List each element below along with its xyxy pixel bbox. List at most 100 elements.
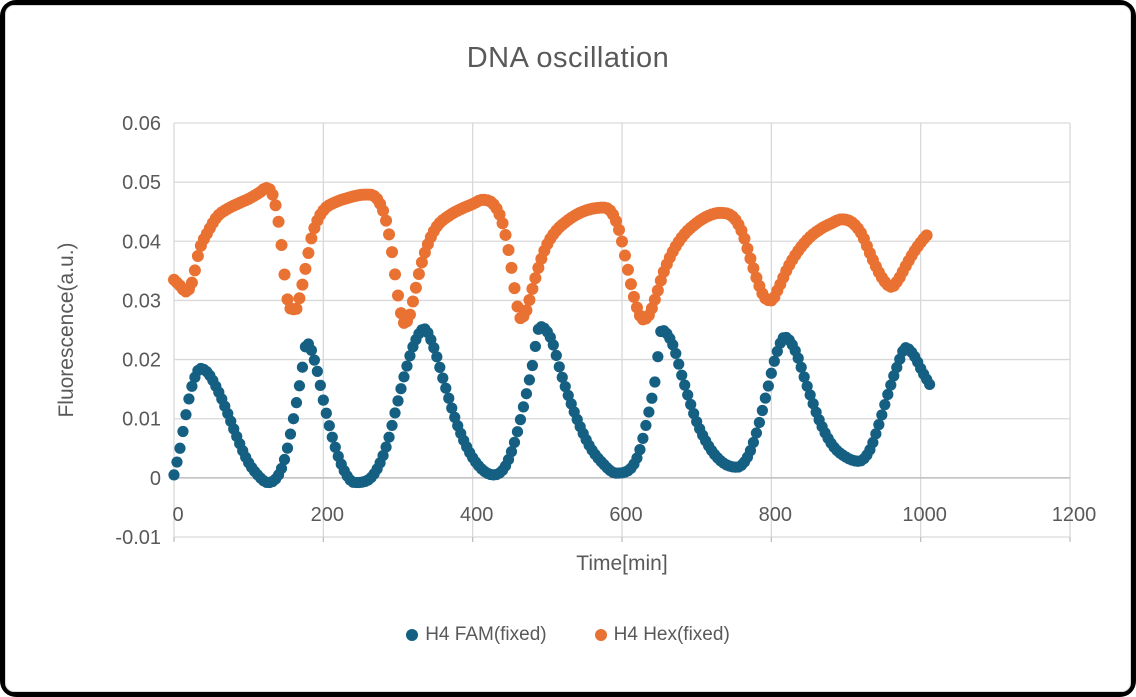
legend-item-label: H4 FAM(fixed) bbox=[425, 624, 547, 645]
data-point bbox=[673, 358, 685, 370]
data-point bbox=[792, 352, 804, 364]
axis-ticks bbox=[173, 537, 1071, 542]
data-point bbox=[631, 452, 643, 464]
data-point bbox=[293, 292, 306, 305]
data-point bbox=[505, 261, 518, 274]
series-h4-fam-fixed bbox=[168, 321, 936, 489]
x-tick-label: 200 bbox=[311, 504, 344, 526]
chart-area: DNA oscillation Fluorescence(a.u.) Time[… bbox=[5, 5, 1131, 692]
data-point bbox=[508, 282, 521, 295]
data-point bbox=[762, 380, 774, 392]
data-point bbox=[652, 351, 664, 363]
data-point bbox=[618, 249, 631, 262]
data-point bbox=[550, 349, 562, 362]
data-point bbox=[873, 419, 885, 431]
data-point bbox=[171, 456, 183, 468]
data-point bbox=[616, 235, 628, 248]
data-point bbox=[443, 392, 455, 404]
data-point bbox=[305, 344, 317, 356]
data-point bbox=[185, 276, 198, 289]
data-point bbox=[882, 388, 894, 401]
data-point bbox=[296, 361, 309, 373]
chart-title: DNA oscillation bbox=[466, 42, 670, 74]
data-point bbox=[389, 268, 402, 281]
data-point bbox=[278, 268, 291, 281]
y-tick-label: 0.03 bbox=[122, 290, 161, 312]
x-tick-label: 800 bbox=[759, 504, 792, 526]
legend-item: H4 Hex(fixed) bbox=[594, 624, 730, 646]
data-point bbox=[380, 441, 392, 453]
legend: H4 FAM(fixed) H4 Hex(fixed) bbox=[6, 624, 1130, 646]
legend-marker-icon bbox=[406, 629, 419, 641]
legend-marker-icon bbox=[594, 629, 607, 641]
data-point bbox=[401, 360, 413, 372]
data-point bbox=[269, 199, 282, 212]
data-point bbox=[281, 293, 294, 306]
data-point bbox=[529, 272, 542, 285]
data-point bbox=[553, 361, 565, 373]
x-axis-title: Time[min] bbox=[576, 552, 668, 575]
data-point bbox=[275, 239, 288, 252]
data-point bbox=[888, 370, 900, 382]
data-point bbox=[183, 393, 195, 405]
data-point bbox=[514, 414, 527, 426]
y-tick-label: 0.02 bbox=[122, 350, 161, 372]
data-point bbox=[520, 304, 533, 317]
data-point bbox=[496, 217, 509, 230]
data-point bbox=[511, 426, 524, 438]
data-point bbox=[876, 409, 888, 421]
data-point bbox=[386, 419, 398, 432]
x-tick-label: 1200 bbox=[1052, 504, 1097, 526]
data-point bbox=[412, 268, 425, 281]
data-point bbox=[651, 284, 664, 297]
x-tick-label: 1000 bbox=[902, 504, 947, 526]
y-tick-label: 0.01 bbox=[122, 409, 161, 431]
data-point bbox=[798, 371, 810, 383]
data-point bbox=[924, 378, 936, 391]
data-point bbox=[317, 394, 329, 406]
data-point bbox=[870, 428, 882, 440]
data-point bbox=[747, 262, 760, 275]
data-point bbox=[168, 469, 180, 481]
data-point bbox=[804, 389, 816, 401]
data-point bbox=[275, 462, 288, 475]
data-point bbox=[305, 232, 318, 245]
data-point bbox=[526, 359, 539, 372]
data-point bbox=[320, 407, 332, 419]
data-point bbox=[499, 228, 512, 241]
data-point bbox=[278, 453, 291, 466]
data-point bbox=[398, 371, 410, 383]
data-point bbox=[403, 308, 416, 321]
data-point bbox=[404, 350, 416, 362]
data-point bbox=[676, 369, 688, 381]
data-point bbox=[377, 449, 389, 462]
data-point bbox=[392, 395, 404, 407]
data-point bbox=[287, 413, 300, 425]
x-tick-label: 0 bbox=[172, 504, 183, 526]
data-point bbox=[753, 416, 765, 429]
scatter-chart: 0.06 0.05 0.04 0.03 0.02 0.01 0 -0.01 0 200 400 600… bbox=[115, 113, 1097, 549]
data-point bbox=[180, 409, 192, 421]
data-point bbox=[523, 374, 536, 386]
data-point bbox=[428, 342, 440, 354]
data-point bbox=[559, 380, 571, 393]
data-point bbox=[290, 397, 303, 409]
data-point bbox=[505, 446, 518, 458]
series-h4-hex-fixed bbox=[168, 182, 933, 329]
data-point bbox=[508, 436, 521, 448]
data-point bbox=[431, 351, 443, 363]
data-point bbox=[437, 372, 449, 384]
data-point bbox=[523, 293, 536, 306]
data-point bbox=[188, 264, 201, 277]
data-point bbox=[795, 361, 807, 373]
data-point bbox=[308, 354, 320, 366]
data-point bbox=[801, 380, 813, 392]
data-point bbox=[314, 379, 326, 391]
data-point bbox=[756, 404, 768, 417]
data-point bbox=[634, 444, 646, 456]
data-point bbox=[296, 278, 309, 291]
data-point bbox=[532, 261, 545, 274]
data-point bbox=[640, 419, 652, 432]
data-point bbox=[440, 382, 452, 394]
